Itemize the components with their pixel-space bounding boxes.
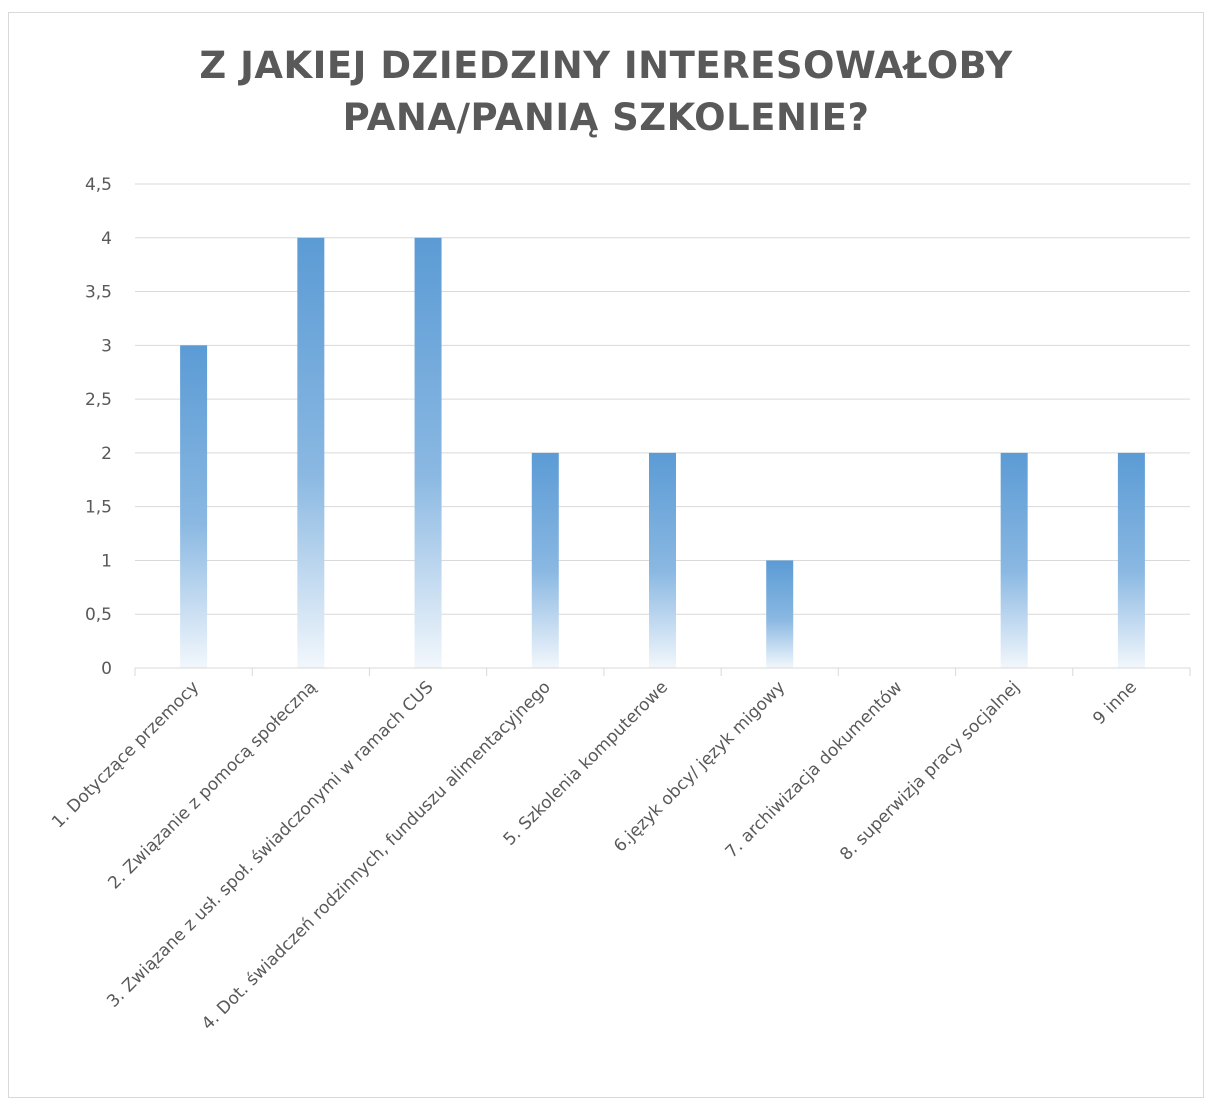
y-tick-label: 1,5 [85, 498, 112, 518]
x-axis [134, 667, 1191, 676]
bar-5 [649, 452, 676, 668]
chart-title-line-2: PANA/PANIĄ SZKOLENIE? [342, 96, 870, 139]
y-tick-label: 1 [101, 551, 112, 571]
y-tick-label: 4 [101, 229, 112, 249]
y-tick-label: 2,5 [85, 390, 112, 410]
x-category-label: 9 inne [1089, 677, 1141, 729]
y-tick-label: 0 [101, 659, 112, 679]
y-tick-label: 2 [101, 444, 112, 464]
y-tick-label: 0,5 [85, 605, 112, 625]
bar-2 [297, 237, 325, 668]
chart-title: Z JAKIEJ DZIEDZINY INTERESOWAŁOBY PANA/P… [8, 40, 1204, 144]
bar-8 [1000, 452, 1028, 668]
bar-6 [766, 560, 794, 668]
x-category-label: 2. Związanie z pomocą społeczną [104, 677, 320, 893]
bar-9 [1117, 452, 1145, 668]
y-axis-tick-labels: 0 0,5 1 1,5 2 2,5 3 3,5 4 4,5 [85, 175, 112, 679]
bars [180, 237, 1145, 668]
bar-1 [180, 345, 208, 668]
y-tick-label: 3 [101, 336, 112, 356]
y-tick-label: 4,5 [85, 175, 112, 195]
bar-3 [414, 237, 442, 668]
bar-4 [531, 452, 559, 668]
y-tick-label: 3,5 [85, 283, 112, 303]
chart-title-line-1: Z JAKIEJ DZIEDZINY INTERESOWAŁOBY [199, 44, 1013, 87]
